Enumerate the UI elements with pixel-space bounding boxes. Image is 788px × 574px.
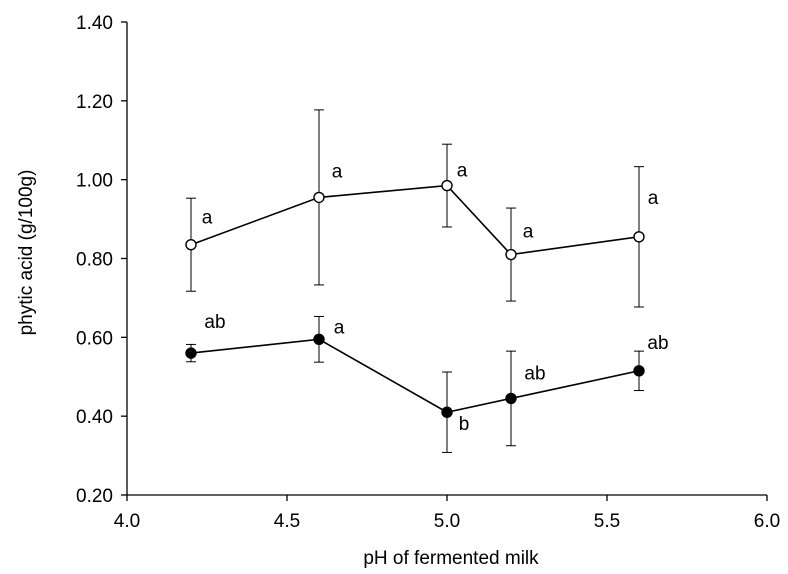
significance-label: a (202, 208, 213, 229)
series-1: a a a a a (185, 109, 659, 308)
significance-label: b (459, 414, 470, 435)
x-tick-label: 5.5 (594, 511, 620, 532)
x-tick-label: 4.5 (274, 511, 300, 532)
y-tick-label: 1.00 (76, 171, 113, 192)
significance-label: a (648, 188, 659, 209)
x-axis-title: pH of fermented milk (363, 548, 539, 569)
data-point (441, 179, 453, 192)
data-point (313, 333, 325, 346)
significance-label: a (457, 161, 468, 182)
data-point (441, 406, 453, 418)
significance-label: a (334, 317, 345, 338)
significance-label: a (523, 222, 534, 243)
x-ticks: 4.0 4.5 5.0 5.5 6.0 (114, 495, 780, 532)
x-tick-label: 4.0 (114, 511, 140, 532)
significance-label: ab (647, 333, 668, 354)
y-tick-label: 0.20 (76, 486, 113, 507)
series-line (190, 338, 640, 414)
significance-label: ab (204, 312, 225, 333)
significance-label: ab (524, 363, 545, 384)
data-point (633, 231, 645, 243)
data-point (633, 365, 645, 377)
x-tick-label: 5.0 (434, 511, 460, 532)
y-tick-label: 1.40 (76, 13, 113, 34)
y-tick-label: 0.60 (76, 328, 113, 349)
y-ticks: 0.20 0.40 0.60 0.80 1.00 1.20 1.40 (76, 13, 127, 507)
y-tick-label: 0.40 (76, 407, 113, 428)
series-line (190, 184, 640, 256)
y-axis-title: phytic acid (g/100g) (16, 170, 37, 336)
y-tick-label: 1.20 (76, 92, 113, 113)
data-point (185, 347, 197, 359)
data-point (313, 191, 325, 204)
y-tick-label: 0.80 (76, 250, 113, 271)
data-point (505, 248, 517, 261)
x-tick-label: 6.0 (754, 511, 780, 532)
data-point (505, 392, 517, 405)
significance-label: a (332, 161, 343, 182)
data-point (185, 239, 197, 251)
